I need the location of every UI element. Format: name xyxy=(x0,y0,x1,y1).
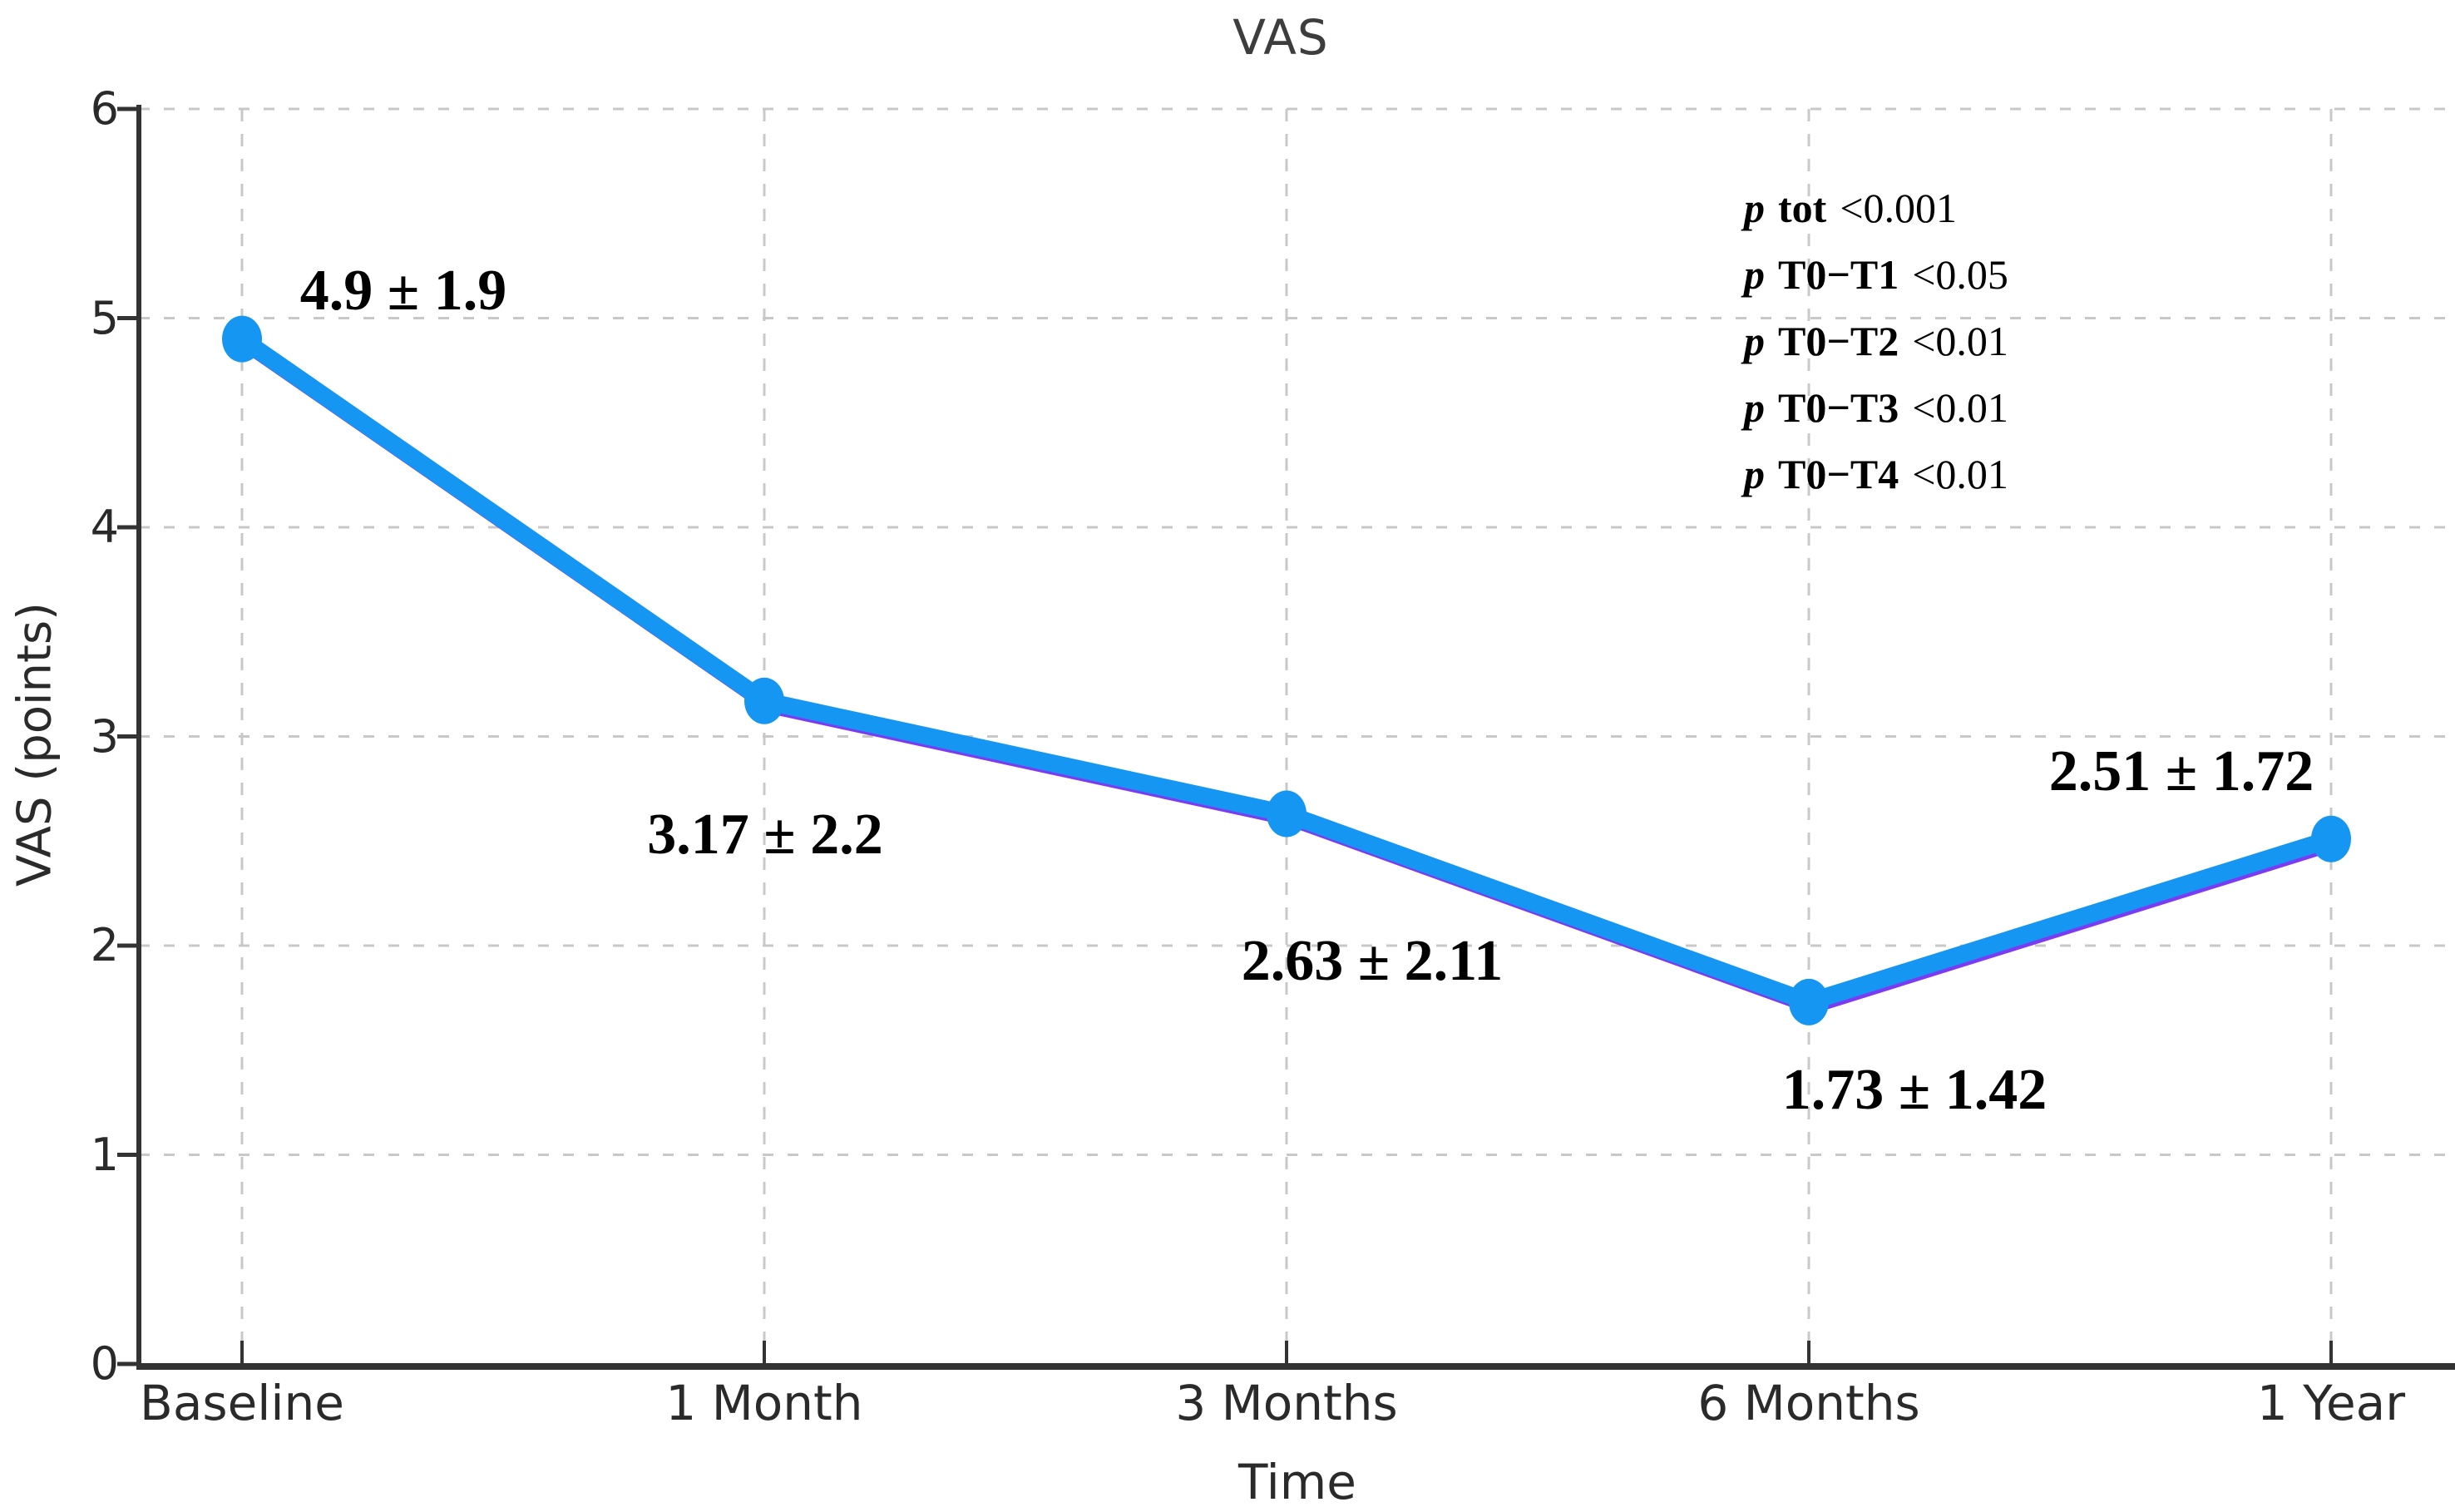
x-tick-label: Baseline xyxy=(140,1375,344,1431)
p-value: <0.01 xyxy=(1912,318,2008,364)
p-symbol: p xyxy=(1744,451,1765,497)
p-comparison-label: T0−T1 xyxy=(1778,251,1899,298)
y-tick-label: 2 xyxy=(90,919,119,971)
data-point-marker xyxy=(2311,815,2351,862)
x-tick-label: 6 Months xyxy=(1697,1375,1920,1431)
p-comparison-label: T0−T2 xyxy=(1778,318,1899,364)
y-tick-label: 6 xyxy=(90,82,119,135)
p-annotation-line: p tot <0.001 xyxy=(1744,175,2008,241)
series-line-shadow xyxy=(242,343,2335,1015)
p-annotation-line: p T0−T3 <0.01 xyxy=(1744,374,2008,441)
data-point-value-label: 2.51 ± 1.72 xyxy=(2048,739,2314,803)
data-point-value-label: 1.73 ± 1.42 xyxy=(1781,1058,2047,1122)
data-point-marker xyxy=(222,315,262,363)
p-value: <0.01 xyxy=(1912,384,2008,431)
x-tick-label: 3 Months xyxy=(1175,1375,1398,1431)
data-point-marker xyxy=(744,677,784,724)
chart-title: VAS xyxy=(1232,9,1329,66)
p-comparison-label: tot xyxy=(1778,185,1827,231)
y-tick-label: 1 xyxy=(90,1128,119,1181)
p-symbol: p xyxy=(1744,251,1765,298)
y-tick-label: 5 xyxy=(90,291,119,344)
x-tick-label: 1 Month xyxy=(665,1375,863,1431)
p-annotation-line: p T0−T2 <0.01 xyxy=(1744,308,2008,374)
y-tick-label: 3 xyxy=(90,709,119,763)
p-symbol: p xyxy=(1744,318,1765,364)
data-point-value-label: 2.63 ± 2.11 xyxy=(1241,929,1504,993)
p-symbol: p xyxy=(1744,185,1765,231)
y-tick-label: 0 xyxy=(90,1337,119,1390)
data-point-marker xyxy=(1789,978,1829,1025)
p-value: <0.001 xyxy=(1840,185,1958,231)
y-tick-label: 4 xyxy=(90,501,119,553)
p-value: <0.05 xyxy=(1912,251,2008,298)
p-comparison-label: T0−T3 xyxy=(1778,384,1899,431)
data-point-value-label: 4.9 ± 1.9 xyxy=(299,259,507,323)
x-axis-label: Time xyxy=(1238,1454,1356,1510)
p-annotation-line: p T0−T4 <0.01 xyxy=(1744,441,2008,507)
data-point-value-label: 3.17 ± 2.2 xyxy=(647,803,883,867)
p-annotation-line: p T0−T1 <0.05 xyxy=(1744,241,2008,308)
p-value: <0.01 xyxy=(1912,451,2008,497)
p-value-annotations: p tot <0.001 p T0−T1 <0.05 p T0−T2 <0.01… xyxy=(1744,175,2008,507)
data-point-marker xyxy=(1267,790,1307,838)
x-tick-label: 1 Year xyxy=(2256,1375,2406,1431)
p-symbol: p xyxy=(1744,384,1765,431)
p-comparison-label: T0−T4 xyxy=(1778,451,1899,497)
